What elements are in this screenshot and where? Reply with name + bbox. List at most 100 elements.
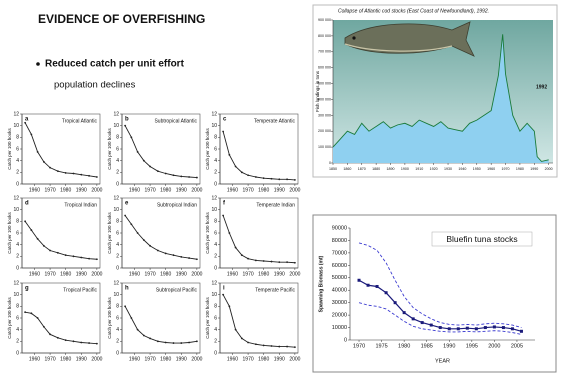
y-axis-label: Spawning Biomass (mt) [318,255,324,312]
y-tick-label: 6 [16,146,19,152]
y-tick-label: 12 [13,280,19,286]
x-tick-label: 2000 [289,356,300,362]
y-tick-label: 90000 [332,225,347,231]
panel-title: Subtropical Indian [157,202,197,208]
data-point [180,342,183,344]
panel-letter: c [223,117,227,123]
data-point [254,259,257,262]
x-tick-label: 1970 [353,343,365,349]
slide-title: EVIDENCE OF OVERFISHING [38,12,205,26]
panel-title: Temperate Pacific [255,287,295,293]
legend-box [431,231,533,247]
y-tick-label: 0 [16,265,19,271]
data-point [88,257,90,260]
y-tick-label: 2 [116,339,119,345]
chart-title: Collapse of Atlantic cod stocks (East Co… [338,8,489,14]
data-point [149,165,151,168]
y-tick-label: 4 [116,158,119,164]
data-point [136,328,139,331]
y-tick-label: 700 000 [318,50,331,54]
data-point [124,124,127,127]
data-point [278,178,281,181]
data-point [240,254,243,257]
data-point [286,261,288,264]
data-point [172,174,175,177]
data-point [254,343,257,346]
x-tick-label: 1980 [398,343,410,349]
data-point [136,232,139,234]
x-tick-label: 1970 [243,187,254,193]
data-point [278,345,281,348]
panel-letter: b [125,117,129,123]
x-tick-label: 1980 [160,356,171,362]
y-tick-label: 2 [16,170,19,176]
data-point [240,337,243,340]
data-point [130,223,133,226]
data-point [42,160,45,163]
x-tick-label: 1980 [60,187,71,193]
x-tick-label: 1980 [160,271,171,277]
x-tick-label: 1960 [227,187,238,193]
panel-frame [121,197,201,269]
data-point [393,301,397,305]
x-tick-label: 1970 [243,356,254,362]
y-tick-label: 12 [211,195,217,201]
y-tick-label: 6 [116,146,119,152]
y-tick-label: 2 [214,254,217,260]
x-tick-label: 1990 [176,187,187,193]
x-tick-label: 1960 [227,271,238,277]
x-tick-label: 1990 [176,271,187,277]
y-tick-label: 0 [116,265,119,271]
y-tick-label: 8 [116,304,119,310]
y-tick-label: 8 [214,219,217,225]
x-tick-label: 1960 [29,271,40,277]
panel-title: Subtropical Pacific [156,287,198,293]
bullet-text: Reduced catch per unit effort [45,59,185,70]
data-point [270,177,273,180]
data-point [228,305,231,308]
y-tick-label: 500 000 [318,82,331,86]
bullet-dot [36,62,40,66]
cod-frame [312,4,558,178]
x-tick-label: 1990 [76,271,87,277]
y-tick-label: 2 [214,339,217,345]
y-tick-label: 12 [113,111,119,117]
data-point [36,317,39,319]
panel-title: Subtropical Atlantic [154,118,197,124]
panel-frame [21,113,101,185]
y-axis-label: Catch per 100 hooks [205,296,210,338]
x-tick-label: 2005 [511,343,523,349]
y-tick-label: 6 [214,230,217,236]
data-point [130,317,133,319]
data-point [456,327,460,331]
y-tick-label: 4 [16,242,19,248]
y-tick-label: 4 [116,327,119,333]
data-point [72,172,75,175]
x-tick-label: 1960 [29,356,40,362]
y-tick-label: 900 000 [318,18,331,22]
data-point [270,345,273,347]
x-tick-label: 1990 [274,187,285,193]
y-tick-label: 10 [13,123,19,129]
data-point [195,258,198,261]
x-tick-label: 2000 [289,271,300,277]
data-point [429,323,433,327]
panel-letter: i [223,286,225,292]
x-tick-label: 2000 [488,343,500,349]
y-tick-label: 0 [214,181,217,187]
data-point [24,121,27,124]
y-tick-label: 20000 [332,313,347,319]
data-point [172,254,175,257]
panel-title: Tropical Atlantic [62,118,98,124]
y-tick-label: 4 [214,158,217,164]
data-point [80,173,83,176]
data-point [156,170,159,173]
panel-letter: f [223,201,226,207]
panel-frame [219,282,299,354]
x-tick-label: 2000 [91,271,102,277]
x-tick-label: 1980 [258,356,269,362]
x-tick-label: 1860 [343,167,351,171]
annotation: 1992 [536,84,547,90]
data-point [234,165,237,168]
panel-frame [219,113,299,185]
